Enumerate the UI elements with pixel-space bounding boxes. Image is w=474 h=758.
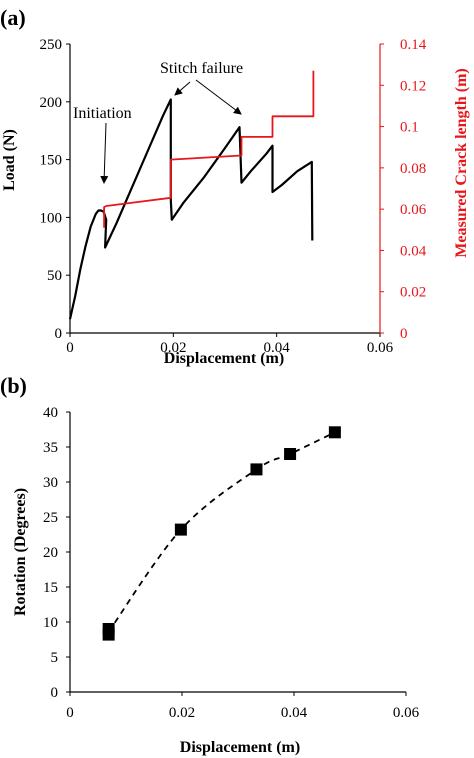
panel-b-axes: 0 0.02 0.04 0.06 0 5 10 15 20 25 30 35 40: [43, 405, 420, 721]
right-y-tick-label: 0.08: [400, 161, 426, 177]
data-point: [250, 463, 263, 476]
panel-b-series: [102, 426, 341, 641]
y-tick-label: 250: [40, 37, 63, 53]
y-tick-label: 0: [55, 326, 63, 342]
right-y-tick-label: 0.02: [400, 285, 426, 301]
annotation-arrows: [100, 79, 242, 184]
x-tick-label: 0.02: [160, 340, 186, 356]
y-tick-label: 40: [43, 405, 58, 421]
panel-b-label: (b): [0, 373, 27, 398]
x-tick-label: 0.02: [169, 705, 195, 721]
data-point: [284, 448, 297, 460]
y-tick-label: 15: [43, 580, 58, 596]
y-tick-label: 10: [43, 615, 58, 631]
load-line: [68, 98, 314, 320]
panel-a-right-axis-title: Measured Crack length (m): [453, 68, 470, 257]
x-tick-label: 0.06: [393, 705, 420, 721]
stitch-arrow-1: [174, 81, 191, 96]
y-tick-label: 200: [40, 95, 63, 111]
y-tick-label: 25: [43, 510, 58, 526]
panel-a-x-axis-title: Displacement (m): [164, 350, 284, 367]
crack-length-line: [103, 70, 315, 228]
data-point: [174, 523, 187, 536]
panel-b-x-axis-title: Displacement (m): [180, 739, 300, 756]
panel-a-series: [68, 70, 315, 320]
right-y-tick-label: 0.04: [400, 243, 427, 259]
x-tick-label: 0: [66, 705, 74, 721]
y-tick-label: 5: [51, 650, 59, 666]
x-tick-label: 0.04: [281, 705, 308, 721]
panel-a: (a) 0 0.02 0.04 0.06 0 50 100 150 200 250 0 0.02 0.0…: [0, 5, 470, 367]
right-y-tick-label: 0.06: [400, 202, 427, 218]
y-tick-label: 30: [43, 475, 58, 491]
data-point: [102, 623, 115, 635]
y-tick-label: 0: [51, 685, 59, 701]
x-tick-label: 0.06: [367, 340, 394, 356]
panel-a-label: (a): [0, 5, 26, 30]
x-tick-label: 0: [66, 340, 74, 356]
y-tick-label: 50: [47, 268, 62, 284]
y-tick-label: 35: [43, 440, 58, 456]
y-tick-label: 20: [43, 545, 58, 561]
data-point: [328, 426, 341, 439]
right-y-tick-label: 0.12: [400, 78, 426, 94]
trend-line: [107, 431, 336, 633]
right-y-tick-label: 0.14: [400, 37, 427, 53]
initiation-annotation: Initiation: [73, 105, 132, 122]
y-tick-label: 150: [40, 153, 63, 169]
right-y-tick-label: 0.1: [400, 120, 419, 136]
stitch-arrow-2: [195, 79, 242, 115]
stitch-failure-annotation: Stitch failure: [160, 60, 243, 77]
panel-a-axes: 0 0.02 0.04 0.06 0 50 100 150 200 250 0 0.02 0.04 0.0…: [40, 37, 427, 356]
panel-b-y-axis-title: Rotation (Degrees): [12, 488, 29, 616]
panel-b: (b) 0 0.02 0.04 0.06 0 5 10 15 20 25 30 35 40 Displa…: [0, 373, 420, 756]
initiation-arrow: [100, 122, 109, 184]
right-y-tick-label: 0: [400, 326, 408, 342]
y-tick-label: 100: [40, 210, 63, 226]
panel-a-y-axis-title: Load (N): [1, 129, 18, 191]
x-tick-label: 0.04: [264, 340, 291, 356]
